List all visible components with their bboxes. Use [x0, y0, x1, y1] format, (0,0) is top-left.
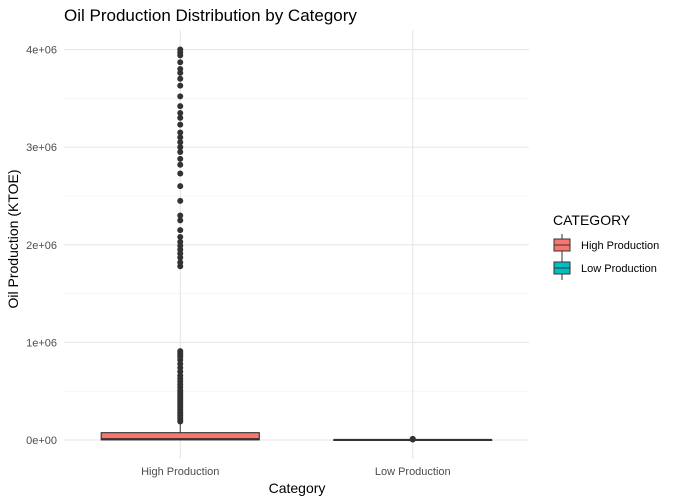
legend-title: CATEGORY — [553, 212, 631, 228]
y-tick-label: 2e+06 — [26, 240, 57, 252]
y-axis-title: Oil Production (KTOE) — [5, 169, 21, 308]
outlier-point — [177, 93, 184, 100]
outlier-point — [177, 183, 184, 190]
outlier-point — [177, 217, 184, 224]
outlier-point — [177, 109, 184, 116]
y-tick-label: 4e+06 — [26, 45, 57, 57]
outlier-point — [177, 103, 184, 110]
outlier-point — [177, 46, 184, 53]
outlier-point — [177, 129, 184, 136]
outlier-point — [177, 114, 184, 121]
x-axis-title: Category — [269, 480, 326, 496]
outlier-point — [177, 197, 184, 204]
outlier-point — [177, 134, 184, 141]
y-axis-ticks: 0e+00 1e+06 2e+06 3e+06 4e+06 — [26, 45, 57, 448]
outlier-point — [177, 139, 184, 146]
box-high-production — [100, 46, 260, 441]
legend-key — [553, 234, 571, 257]
outlier-point — [177, 149, 184, 156]
outlier-point — [409, 435, 416, 442]
outlier-point — [177, 144, 184, 151]
legend-label: High Production — [581, 240, 659, 252]
outlier-point — [177, 59, 184, 66]
y-tick-label: 1e+06 — [26, 337, 57, 349]
outlier-point — [177, 238, 184, 245]
outlier-point — [177, 75, 184, 82]
outlier-point — [177, 155, 184, 162]
chart-title: Oil Production Distribution by Category — [64, 6, 357, 25]
outlier-point — [177, 161, 184, 168]
outlier-point — [177, 348, 184, 355]
grid-lines — [64, 30, 529, 459]
outlier-point — [177, 170, 184, 177]
y-tick-label: 3e+06 — [26, 142, 57, 154]
legend-label: Low Production — [581, 263, 657, 275]
box-low-production — [333, 435, 493, 443]
outlier-point — [177, 259, 184, 266]
outlier-point — [177, 233, 184, 240]
outlier-point — [177, 82, 184, 89]
boxplots — [100, 46, 493, 443]
outlier-point — [177, 227, 184, 234]
outlier-point — [177, 212, 184, 219]
x-tick-label: High Production — [141, 466, 219, 478]
x-tick-label: Low Production — [375, 466, 451, 478]
outlier-point — [177, 66, 184, 73]
legend-key — [553, 257, 571, 280]
outlier-point — [177, 121, 184, 128]
legend: CATEGORY High Production Low Production — [553, 212, 659, 280]
x-axis-ticks: High Production Low Production — [141, 466, 451, 478]
y-tick-label: 0e+00 — [26, 435, 57, 447]
